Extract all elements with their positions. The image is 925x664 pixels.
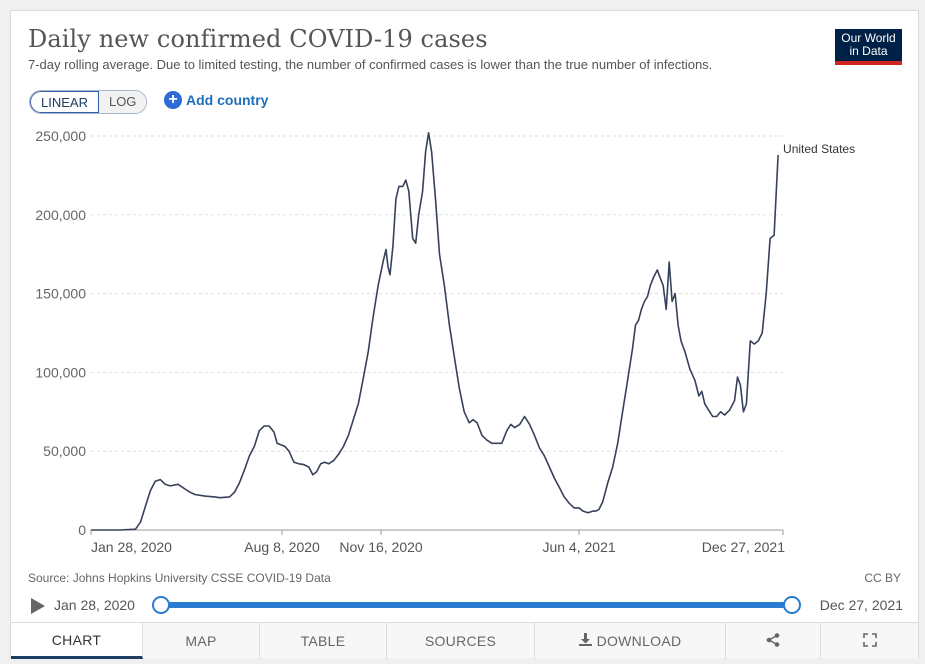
x-tick-label: Aug 8, 2020	[244, 539, 320, 555]
y-tick-label: 0	[78, 522, 86, 538]
logo-line-2: in Data	[849, 44, 888, 58]
tab-download[interactable]: DOWNLOAD	[535, 623, 726, 659]
add-country-button[interactable]: + Add country	[164, 91, 268, 109]
timeline-start-handle[interactable]	[152, 596, 170, 614]
tab-sources[interactable]: SOURCES	[387, 623, 535, 659]
x-tick-label: Jun 4, 2021	[542, 539, 615, 555]
y-tick-label: 50,000	[43, 443, 86, 459]
y-tick-label: 250,000	[35, 128, 86, 144]
y-tick-label: 200,000	[35, 207, 86, 223]
license-note[interactable]: CC BY	[864, 571, 901, 585]
x-tick-label: Jan 28, 2020	[91, 539, 172, 555]
timeline-start-label: Jan 28, 2020	[54, 597, 135, 613]
share-button[interactable]	[726, 623, 821, 659]
timeline: Jan 28, 2020 Dec 27, 2021	[28, 595, 903, 617]
x-tick-label: Dec 27, 2021	[702, 539, 785, 555]
plus-circle-icon: +	[164, 91, 182, 109]
scale-toggle: LINEAR LOG	[29, 90, 148, 114]
tab-table[interactable]: TABLE	[260, 623, 387, 659]
log-scale-button[interactable]: LOG	[98, 91, 147, 113]
chart-title: Daily new confirmed COVID-19 cases	[28, 25, 488, 53]
series-line-united-states	[91, 132, 779, 531]
linear-scale-button[interactable]: LINEAR	[30, 91, 99, 113]
y-tick-label: 150,000	[35, 286, 86, 302]
download-label: DOWNLOAD	[596, 633, 682, 649]
timeline-track[interactable]	[152, 596, 801, 614]
logo-line-1: Our World	[841, 31, 896, 45]
line-chart: 0 50,000 100,000 150,000 200,000 250,000 Jan 2…	[35, 128, 855, 555]
series-label-united-states: United States	[783, 142, 855, 156]
add-country-label: Add country	[186, 92, 269, 108]
timeline-end-handle[interactable]	[783, 596, 801, 614]
tab-bar: CHART MAP TABLE SOURCES DOWNLOAD	[11, 622, 918, 659]
chart-subtitle: 7-day rolling average. Due to limited te…	[28, 57, 713, 72]
play-icon[interactable]	[31, 598, 45, 614]
tab-chart[interactable]: CHART	[11, 623, 143, 659]
fullscreen-icon	[862, 632, 877, 650]
timeline-end-label: Dec 27, 2021	[819, 597, 903, 613]
source-note[interactable]: Source: Johns Hopkins University CSSE CO…	[28, 571, 331, 585]
x-tick-label: Nov 16, 2020	[339, 539, 422, 555]
share-icon	[766, 632, 780, 650]
chart-card: Daily new confirmed COVID-19 cases 7-day…	[10, 10, 919, 659]
owid-logo[interactable]: Our World in Data	[835, 29, 902, 65]
tab-map[interactable]: MAP	[143, 623, 260, 659]
fullscreen-button[interactable]	[821, 623, 918, 659]
download-icon	[578, 633, 592, 649]
y-tick-label: 100,000	[35, 364, 86, 380]
